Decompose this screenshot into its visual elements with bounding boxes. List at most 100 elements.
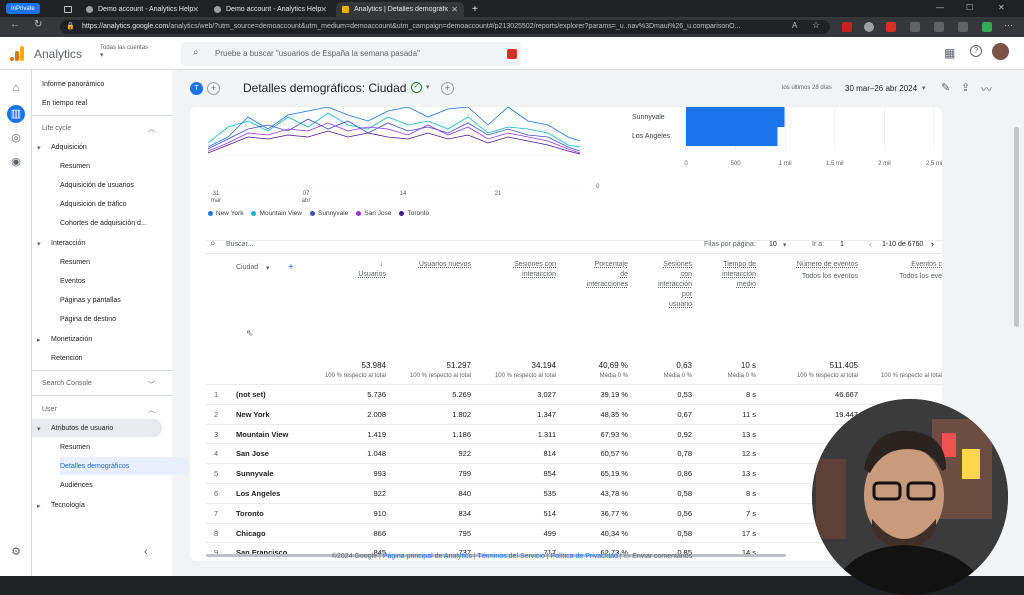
legend-item[interactable]: Toronto (399, 210, 429, 217)
comparison-avatar[interactable]: T (190, 82, 203, 95)
next-page-icon[interactable]: › (931, 239, 934, 249)
sidebar-item-detalles-demograficos[interactable]: Detalles demográficos (60, 463, 130, 470)
check-circle-icon[interactable]: ✓ (411, 82, 422, 93)
footer-link-home[interactable]: Página principal de Analytics (382, 553, 472, 560)
goto-page-input[interactable]: 1 (840, 241, 844, 248)
row-city[interactable]: San Jose (236, 449, 269, 459)
sidebar-item-tecnologia[interactable]: Tecnología (51, 502, 85, 509)
caret-down-icon[interactable]: ▾ (37, 426, 41, 433)
caret-right-icon[interactable]: ▸ (37, 337, 41, 344)
legend-item[interactable]: San Jose (356, 210, 391, 217)
table-row[interactable]: 1 (not set) 5.736 5.269 3.027 39,19 % 0,53 8 s 4… (206, 384, 942, 403)
chevron-down-icon[interactable]: ▾ (426, 84, 430, 91)
add-icon[interactable]: + (441, 82, 454, 95)
split-screen-icon[interactable] (934, 22, 944, 32)
search-input[interactable]: ⌕ Pruebe a buscar "usuarios de España la… (181, 42, 521, 66)
sidebar-item-adq-resumen[interactable]: Resumen (60, 163, 90, 170)
sidebar-item-retencion[interactable]: Retención (51, 355, 83, 362)
footer-link-terms[interactable]: Términos del Servicio (477, 553, 545, 560)
minimize-icon[interactable]: — (936, 3, 944, 12)
explore-icon[interactable]: ◎ (11, 132, 21, 144)
chevron-up-icon[interactable]: ︿ (148, 126, 155, 133)
sidebar-section-life-cycle[interactable]: Life cycle (42, 125, 72, 132)
row-city[interactable]: New York (236, 409, 270, 419)
sidebar-section-user[interactable]: User (42, 406, 57, 413)
row-city[interactable]: Toronto (236, 508, 264, 518)
advertising-icon[interactable]: ◉ (11, 156, 21, 168)
caret-down-icon[interactable]: ▾ (37, 145, 41, 152)
legend-item[interactable]: Sunnyvale (310, 210, 348, 217)
lock-icon[interactable]: 🔒 (66, 23, 75, 30)
home-icon[interactable]: ⌂ (12, 82, 20, 94)
line-series-toronto[interactable] (208, 130, 581, 155)
chevron-down-icon[interactable]: ▾ (783, 242, 787, 249)
line-series-sunnyvale[interactable] (208, 118, 581, 152)
window-close-icon[interactable]: ✕ (998, 3, 1005, 12)
extension-icon[interactable] (842, 22, 852, 32)
metric-header[interactable]: Usuarios nuevos (391, 260, 471, 270)
reports-icon[interactable]: ▥ (7, 105, 25, 123)
metric-header[interactable]: ↓ Usuarios (296, 260, 386, 280)
footer-link-privacy[interactable]: Política de Privacidad (550, 553, 618, 560)
tab-3-active[interactable]: Analytics | Detalles demográficos ✕ (336, 2, 464, 17)
prev-page-icon[interactable]: ‹ (869, 239, 872, 249)
share-icon[interactable]: ⇪ (961, 82, 971, 94)
chevron-down-icon[interactable]: ▾ (922, 85, 926, 92)
collections-icon[interactable] (982, 22, 992, 32)
table-row[interactable]: 6 Los Angeles 922 840 535 43,78 % 0,58 8 s (206, 483, 942, 502)
table-search-input[interactable]: Buscar... (226, 241, 254, 248)
feedback-icon[interactable]: ▭ (623, 553, 631, 560)
sidebar-item-interaccion[interactable]: Interacción (51, 240, 86, 247)
caret-right-icon[interactable]: ▸ (37, 503, 41, 510)
chevron-up-icon[interactable]: ︿ (148, 407, 155, 414)
table-row[interactable]: 2 New York 2.008 1.802 1.347 48,35 % 0,67 11 s 1… (206, 403, 942, 423)
sidebar-section-search-console[interactable]: Search Console (42, 380, 92, 387)
sidebar-item-adquisicion[interactable]: Adquisición (51, 144, 87, 151)
row-city[interactable]: Chicago (236, 528, 266, 538)
google-analytics-logo-icon[interactable] (10, 46, 24, 61)
add-dimension-icon[interactable]: + (288, 262, 294, 273)
sidebar-item-en-tiempo-real[interactable]: En tiempo real (42, 100, 88, 107)
sidebar-item-int-resumen[interactable]: Resumen (60, 259, 90, 266)
legend-item[interactable]: Mountain View (251, 210, 302, 217)
extension-badge-icon[interactable] (507, 49, 517, 59)
sidebar-item-audiences[interactable]: Audiences (60, 482, 93, 489)
sidebar-item-adq-usuarios[interactable]: Adquisición de usuarios (60, 182, 134, 189)
sidebar-item-cohortes[interactable]: Cohortes de adquisición d... (60, 220, 147, 227)
row-city[interactable]: (not set) (236, 390, 266, 399)
feedback-link[interactable]: Enviar comentarios (632, 553, 693, 560)
tab-2[interactable]: Demo account - Analytics Help ✕ (208, 2, 333, 17)
tab-actions-button[interactable] (58, 2, 78, 17)
row-city[interactable]: Los Angeles (236, 489, 281, 498)
vertical-scrollbar[interactable] (1014, 127, 1019, 327)
horizontal-scrollbar[interactable] (206, 554, 786, 557)
favorites-icon[interactable] (958, 22, 968, 32)
reload-icon[interactable]: ↻ (34, 19, 43, 30)
chevron-down-icon[interactable]: ▾ (266, 265, 270, 272)
inprivate-badge[interactable]: InPrivate (6, 3, 40, 14)
url-field[interactable]: https://analytics.google.com/analytics/w… (60, 20, 830, 34)
bar-los-angeles[interactable] (686, 123, 778, 146)
close-icon[interactable]: ✕ (192, 5, 199, 14)
dimension-header-ciudad[interactable]: Ciudad (236, 264, 259, 271)
caret-down-icon[interactable]: ▾ (37, 241, 41, 248)
line-series-san-jose[interactable] (208, 122, 581, 154)
sidebar-item-user-resumen[interactable]: Resumen (60, 444, 90, 451)
tab-1[interactable]: Demo account - Analytics Help ✕ (80, 2, 205, 17)
collapse-sidebar-icon[interactable]: ‹ (144, 546, 148, 558)
line-series-mountain-view[interactable] (208, 112, 581, 148)
puzzle-icon[interactable] (910, 22, 920, 32)
more-menu-icon[interactable]: ⋯ (1004, 20, 1013, 30)
insights-icon[interactable]: 〰 (981, 84, 992, 96)
sidebar-item-atributos[interactable]: Atributos de usuario (51, 425, 114, 432)
sidebar-item-informe-panoramico[interactable]: Informe panorámico (42, 81, 105, 88)
metric-header[interactable]: Sesiones con interacción (476, 260, 556, 280)
sidebar-item-paginas[interactable]: Páginas y pantallas (60, 297, 121, 304)
sidebar-item-adq-trafico[interactable]: Adquisición de tráfico (60, 201, 127, 208)
chevron-down-icon[interactable]: ﹀ (148, 382, 155, 389)
back-arrow-icon[interactable]: ← (10, 19, 20, 30)
favorite-star-icon[interactable]: ☆ (812, 20, 821, 30)
table-row[interactable]: 7 Toronto 910 834 514 36,77 % 0,56 7 s (206, 502, 942, 522)
legend-item[interactable]: New York (208, 210, 243, 217)
row-city[interactable]: San Francisco (236, 548, 288, 558)
